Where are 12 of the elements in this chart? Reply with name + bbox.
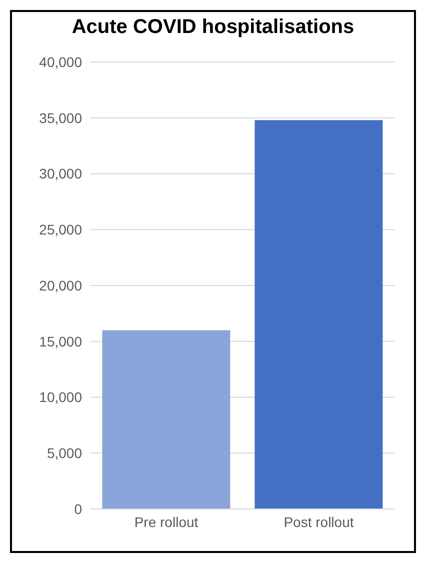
- y-tick-label: 25,000: [39, 222, 82, 238]
- y-tick-label: 5,000: [46, 445, 82, 462]
- y-tick-label: 20,000: [39, 277, 82, 294]
- y-tick-label: 10,000: [39, 389, 82, 406]
- y-tick-label: 0: [74, 500, 82, 517]
- y-tick-label: 15,000: [39, 333, 82, 350]
- x-tick-label: Pre rollout: [134, 514, 198, 530]
- y-tick-label: 35,000: [39, 110, 82, 126]
- chart-title: Acute COVID hospitalisations: [70, 16, 356, 39]
- x-tick-label: Post rollout: [284, 514, 354, 530]
- y-tick-label: 40,000: [39, 54, 82, 70]
- y-tick-label: 30,000: [39, 166, 82, 182]
